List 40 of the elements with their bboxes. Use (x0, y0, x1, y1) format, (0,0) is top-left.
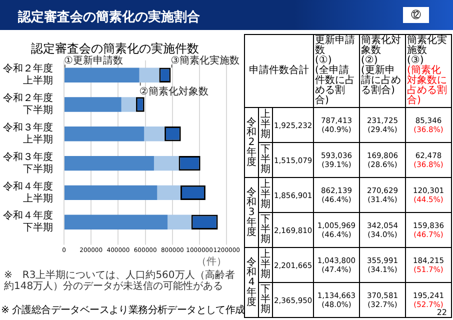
x-axis-title: （件） (196, 256, 227, 268)
bar (64, 185, 158, 200)
category-label: 上半期 (260, 109, 270, 140)
category-label: 更新申請数 (①) (全申請件数に占める割合) (315, 35, 358, 106)
category-label: 簡素化実施数 (③) (簡素化対象数に占める割合) (407, 35, 450, 106)
category-label: 上半期 (260, 179, 270, 210)
annotation: ②簡素化対象数 (139, 86, 208, 98)
y-tick-label: 令和４年度下半期 (3, 210, 53, 234)
category-label: 令和3年度 (246, 186, 256, 238)
category-label: 下半期 (260, 214, 270, 245)
category-label: 上半期 (260, 249, 270, 280)
bar (64, 156, 154, 171)
annotation: ①更新申請数 (64, 54, 123, 67)
bar (168, 214, 192, 230)
category-label: 令和2年度 (246, 116, 256, 168)
y-tick-label: 令和３年度下半期 (3, 150, 53, 175)
category-label: 下半期 (260, 284, 270, 315)
bar (64, 68, 140, 82)
bar (121, 97, 136, 112)
bar (154, 156, 179, 171)
y-tick-label: 令和３年度上半期 (3, 121, 53, 146)
text: ※ R3上半期については、人口約560万人（高齢者約148万人）分のデータが未送信の可能性がある (3, 268, 236, 294)
text: 認定審査会の簡素化の実施割合 (18, 8, 200, 26)
bar (64, 214, 168, 230)
annotation: ③簡素化実施数 (170, 54, 240, 67)
bar (139, 68, 160, 82)
y-tick-label: 令和４年度上半期 (3, 180, 53, 204)
bar (64, 126, 144, 142)
text: 22 (436, 308, 447, 317)
y-tick-label: 令和２年度下半期 (3, 92, 53, 116)
bar (144, 126, 165, 142)
text: ⑫ (403, 7, 429, 23)
bar (157, 185, 180, 200)
bar (64, 97, 122, 112)
category-label: 申請件数合計 (249, 65, 309, 76)
chart-title: 認定審査会の簡素化の実施件数 (31, 41, 199, 56)
y-tick-label: 令和２年度上半期 (3, 62, 53, 87)
category-label: 簡素化対象数 (②) (更新申請に占める割合) (361, 35, 402, 96)
category-label: 令和4年度 (246, 256, 256, 308)
category-label: 下半期 (260, 144, 270, 175)
